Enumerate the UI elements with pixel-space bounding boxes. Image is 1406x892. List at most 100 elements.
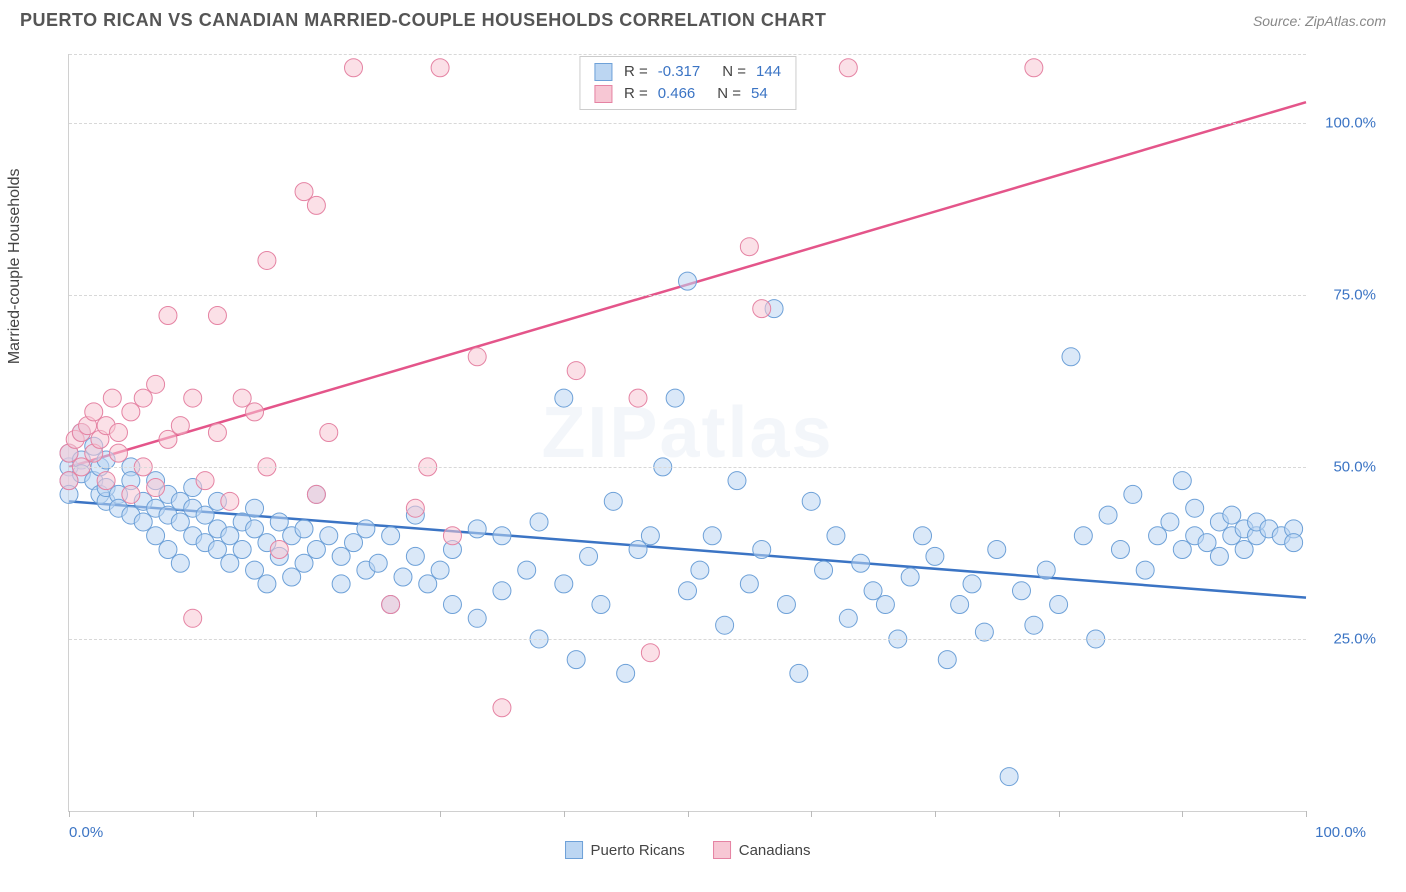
data-point [307, 196, 325, 214]
data-point [988, 540, 1006, 558]
data-point [134, 513, 152, 531]
data-point [1111, 540, 1129, 558]
data-point [679, 582, 697, 600]
data-point [1025, 616, 1043, 634]
gridline [69, 123, 1306, 124]
data-point [431, 561, 449, 579]
legend-item: Canadians [713, 841, 811, 859]
data-point [159, 430, 177, 448]
y-tick-label: 100.0% [1325, 114, 1376, 131]
data-point [864, 582, 882, 600]
data-point [406, 499, 424, 517]
data-point [171, 513, 189, 531]
data-point [641, 527, 659, 545]
data-point [777, 596, 795, 614]
data-point [592, 596, 610, 614]
data-point [963, 575, 981, 593]
x-tick [69, 811, 70, 817]
data-point [258, 575, 276, 593]
data-point [357, 520, 375, 538]
data-point [951, 596, 969, 614]
data-point [518, 561, 536, 579]
data-point [295, 183, 313, 201]
data-point [617, 664, 635, 682]
data-point [369, 554, 387, 572]
gridline [69, 295, 1306, 296]
x-tick [440, 811, 441, 817]
data-point [283, 568, 301, 586]
data-point [753, 540, 771, 558]
data-point [109, 444, 127, 462]
series-swatch [565, 841, 583, 859]
data-point [196, 506, 214, 524]
data-point [1173, 472, 1191, 490]
data-point [555, 575, 573, 593]
data-point [208, 540, 226, 558]
data-point [530, 513, 548, 531]
data-point [716, 616, 734, 634]
data-point [109, 424, 127, 442]
scatter-svg [69, 54, 1306, 811]
y-tick-label: 50.0% [1333, 458, 1376, 475]
data-point [159, 540, 177, 558]
x-tick [1182, 811, 1183, 817]
data-point [1099, 506, 1117, 524]
data-point [493, 527, 511, 545]
data-point [103, 389, 121, 407]
data-point [122, 485, 140, 503]
data-point [703, 527, 721, 545]
data-point [184, 609, 202, 627]
data-point [493, 699, 511, 717]
data-point [493, 582, 511, 600]
data-point [468, 348, 486, 366]
data-point [555, 389, 573, 407]
data-point [295, 520, 313, 538]
data-point [1235, 540, 1253, 558]
data-point [270, 540, 288, 558]
chart-container: Married-couple Households ZIPatlas R =-0… [20, 44, 1386, 862]
data-point [740, 575, 758, 593]
data-point [468, 520, 486, 538]
data-point [1285, 534, 1303, 552]
data-point [1062, 348, 1080, 366]
data-point [221, 554, 239, 572]
data-point [419, 575, 437, 593]
data-point [320, 424, 338, 442]
data-point [147, 527, 165, 545]
data-point [307, 540, 325, 558]
data-point [1149, 527, 1167, 545]
data-point [406, 547, 424, 565]
x-tick [316, 811, 317, 817]
data-point [1124, 485, 1142, 503]
x-tick-label: 100.0% [1315, 824, 1366, 841]
data-point [815, 561, 833, 579]
data-point [97, 472, 115, 490]
data-point [208, 424, 226, 442]
legend: Puerto Ricans Canadians [565, 841, 811, 859]
data-point [208, 307, 226, 325]
data-point [270, 513, 288, 531]
data-point [394, 568, 412, 586]
data-point [938, 651, 956, 669]
y-axis-label: Married-couple Households [6, 169, 24, 365]
data-point [85, 403, 103, 421]
data-point [926, 547, 944, 565]
data-point [852, 554, 870, 572]
gridline [69, 467, 1306, 468]
y-tick-label: 25.0% [1333, 630, 1376, 647]
legend-item: Puerto Ricans [565, 841, 685, 859]
data-point [802, 492, 820, 510]
data-point [1186, 499, 1204, 517]
x-tick [1059, 811, 1060, 817]
data-point [221, 492, 239, 510]
data-point [147, 479, 165, 497]
data-point [246, 561, 264, 579]
data-point [233, 540, 251, 558]
data-point [1037, 561, 1055, 579]
data-point [159, 307, 177, 325]
data-point [60, 472, 78, 490]
data-point [122, 403, 140, 421]
data-point [740, 238, 758, 256]
source-credit: Source: ZipAtlas.com [1253, 13, 1386, 29]
series-swatch [713, 841, 731, 859]
